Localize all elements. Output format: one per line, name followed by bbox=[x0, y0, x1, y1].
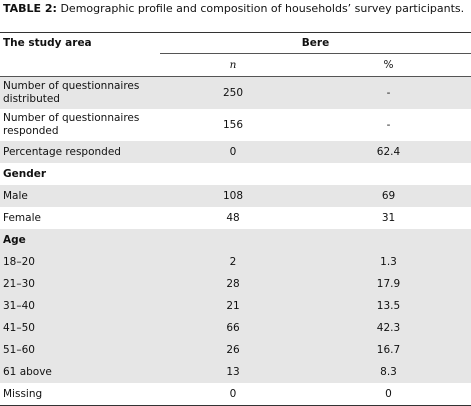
cell: 28 bbox=[226, 278, 240, 290]
cell bbox=[306, 163, 471, 185]
cell: 250 bbox=[222, 87, 244, 99]
cell: - bbox=[386, 119, 391, 131]
cell: 13.5 bbox=[376, 300, 401, 312]
row-label: 31–40 bbox=[3, 300, 35, 312]
cell: 1.3 bbox=[380, 256, 397, 268]
data-row: Percentage responded 0 62.4 bbox=[0, 141, 471, 163]
caption: TABLE 2: Demographic profile and composi… bbox=[0, 0, 471, 32]
caption-label: TABLE 2: bbox=[3, 2, 57, 15]
row-label: Age bbox=[3, 234, 26, 246]
group-header: Bere bbox=[160, 32, 471, 54]
row-label: Male bbox=[3, 190, 28, 202]
row-label: 51–60 bbox=[3, 344, 35, 356]
data-row: Female 48 31 bbox=[0, 207, 471, 229]
section-row: Age bbox=[0, 229, 471, 251]
cell: 69 bbox=[381, 190, 396, 202]
cell: 0 bbox=[229, 388, 237, 400]
cell: 13 bbox=[226, 366, 240, 378]
header-row: The study area Bere bbox=[0, 32, 471, 54]
empty-cell bbox=[0, 53, 160, 77]
column-header: n bbox=[160, 53, 306, 77]
caption-text: Demographic profile and composition of h… bbox=[60, 2, 465, 15]
row-label: Percentage responded bbox=[3, 146, 121, 158]
section-row: Gender bbox=[0, 163, 471, 185]
row-label: 18–20 bbox=[3, 256, 35, 268]
cell: 48 bbox=[226, 212, 240, 224]
column-header: % bbox=[306, 53, 471, 77]
row-label: Gender bbox=[3, 168, 47, 180]
stub-header: The study area bbox=[3, 37, 92, 50]
row-label: Missing bbox=[3, 388, 43, 400]
row-label: 61 above bbox=[3, 366, 52, 378]
cell: 66 bbox=[226, 322, 240, 334]
cell: 0 bbox=[229, 146, 237, 158]
cell: 8.3 bbox=[380, 366, 397, 378]
data-row: Missing 0 0 bbox=[0, 383, 471, 406]
row-label: Female bbox=[3, 212, 41, 224]
row-label: Number of questionnaires distributed bbox=[3, 80, 140, 105]
cell: - bbox=[386, 87, 391, 99]
data-row: Number of questionnaires distributed 250 - bbox=[0, 76, 471, 109]
data-row: 51–60 26 16.7 bbox=[0, 339, 471, 361]
data-row: Male 108 69 bbox=[0, 185, 471, 207]
row-label: 21–30 bbox=[3, 278, 35, 290]
cell: 21 bbox=[226, 300, 240, 312]
table: The study area Bere n % Number of questi… bbox=[0, 32, 471, 406]
row-label: Number of questionnaires responded bbox=[3, 112, 140, 137]
row-label: 41–50 bbox=[3, 322, 35, 334]
data-row: 41–50 66 42.3 bbox=[0, 317, 471, 339]
cell: 26 bbox=[226, 344, 240, 356]
data-row: 61 above 13 8.3 bbox=[0, 361, 471, 383]
column-header-row: n % bbox=[0, 53, 471, 77]
cell bbox=[160, 163, 306, 185]
cell: 108 bbox=[222, 190, 244, 202]
cell: 31 bbox=[381, 212, 396, 224]
cell: 42.3 bbox=[376, 322, 401, 334]
cell bbox=[160, 229, 306, 251]
data-row: 21–30 28 17.9 bbox=[0, 273, 471, 295]
cell: 17.9 bbox=[376, 278, 401, 290]
cell: 0 bbox=[385, 388, 392, 400]
cell: 62.4 bbox=[376, 146, 401, 158]
cell: 16.7 bbox=[376, 344, 401, 356]
data-row: 31–40 21 13.5 bbox=[0, 295, 471, 317]
cell: 2 bbox=[229, 256, 237, 268]
cell bbox=[306, 229, 471, 251]
data-row: Number of questionnaires responded 156 - bbox=[0, 109, 471, 141]
data-row: 18–20 2 1.3 bbox=[0, 251, 471, 273]
cell: 156 bbox=[222, 119, 244, 131]
